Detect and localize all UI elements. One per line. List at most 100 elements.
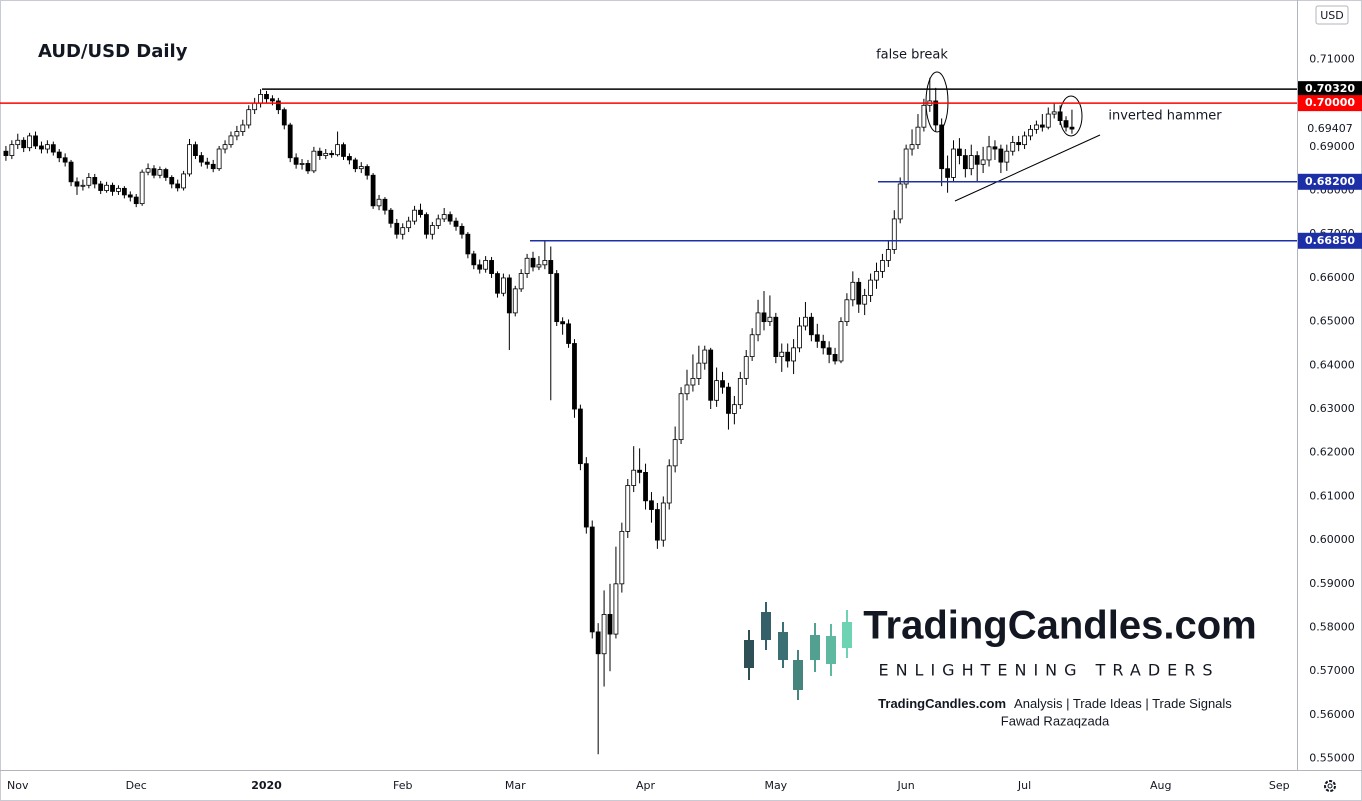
candle-body <box>1063 120 1069 128</box>
candle-body <box>27 135 33 149</box>
currency-label[interactable]: USD <box>1320 9 1344 22</box>
candle-body <box>945 168 950 178</box>
candle-body <box>465 233 471 255</box>
candle-body <box>9 144 15 156</box>
candle-body <box>714 380 720 401</box>
watermark-line: TradingCandles.com Analysis | Trade Ideas… <box>878 696 1232 711</box>
y-tick-label: 0.65000 <box>1309 315 1355 328</box>
candle-body <box>198 155 204 163</box>
candle-body <box>1028 128 1033 137</box>
y-tick-label: 0.56000 <box>1309 708 1355 721</box>
candle-body <box>441 214 447 220</box>
x-tick-label: May <box>764 779 787 792</box>
candle-body <box>643 472 648 502</box>
y-tick-label: 0.55000 <box>1309 752 1355 765</box>
candle-body <box>127 194 133 198</box>
candle-body <box>62 157 68 163</box>
candle-body <box>583 463 589 528</box>
candle-body <box>649 500 654 510</box>
candle-body <box>234 131 240 137</box>
candle-body <box>329 152 335 156</box>
candle-body <box>39 145 44 150</box>
candle-body <box>1045 113 1051 128</box>
candle-body <box>447 214 453 222</box>
candle-body <box>3 150 9 156</box>
candle-body <box>696 362 702 379</box>
x-tick-label: Jul <box>1017 779 1031 792</box>
candle-body <box>400 227 406 235</box>
candle-body <box>678 393 684 441</box>
candle-body <box>690 378 696 386</box>
x-tick-label: Nov <box>7 779 29 792</box>
level-price-box <box>1298 232 1362 249</box>
candle-body <box>110 184 115 192</box>
candle-body <box>163 169 169 178</box>
level-price-box <box>1298 173 1362 190</box>
candle-body <box>743 356 749 379</box>
candle-body <box>240 124 246 132</box>
candle-body <box>909 144 915 150</box>
candle-body <box>258 93 263 104</box>
candle-body <box>625 485 631 532</box>
candle-body <box>773 316 779 357</box>
candle-body <box>560 321 566 325</box>
x-tick-label: 2020 <box>251 779 282 792</box>
candle-body <box>1010 142 1016 152</box>
candle-body <box>962 155 968 170</box>
candle-body <box>726 386 731 414</box>
candle-body <box>897 183 903 220</box>
candle-body <box>370 174 376 207</box>
candle-body <box>832 354 838 362</box>
candle-body <box>429 225 435 235</box>
candle-body <box>933 100 939 126</box>
candle-body <box>506 277 512 314</box>
candle-body <box>915 126 921 146</box>
trend-line <box>954 134 1101 202</box>
x-tick-label: Dec <box>126 779 147 792</box>
settings-icon[interactable] <box>1324 780 1336 792</box>
y-tick-label: 0.71000 <box>1309 52 1355 65</box>
candle-body <box>708 349 714 401</box>
y-tick-label: 0.66000 <box>1309 271 1355 284</box>
currency-box[interactable] <box>1315 5 1349 25</box>
candle-body <box>530 257 536 268</box>
annotation-text: false break <box>876 48 948 63</box>
candle-body <box>98 183 104 191</box>
x-tick-label: Jun <box>897 779 915 792</box>
plot-area <box>3 77 1075 755</box>
candle-body <box>595 631 601 655</box>
annotation-ellipse <box>1059 95 1083 137</box>
chart-title: AUD/USD Daily <box>38 41 188 62</box>
candle-body <box>542 260 548 266</box>
y-tick-label: 0.64000 <box>1309 358 1355 371</box>
candle-body <box>74 181 80 187</box>
candle-body <box>80 184 86 187</box>
candle-body <box>720 380 725 388</box>
candle-body <box>986 146 992 161</box>
candle-body <box>755 312 761 336</box>
candle-body <box>406 220 412 229</box>
candle-body <box>785 351 791 362</box>
candle-body <box>660 502 666 541</box>
candle-body <box>874 270 879 281</box>
candle-body <box>483 260 489 270</box>
candle-body <box>175 183 181 189</box>
candle-body <box>566 323 571 344</box>
candle-body <box>216 148 222 170</box>
candle-body <box>145 168 151 173</box>
candle-body <box>495 273 500 294</box>
candle-body <box>157 169 163 176</box>
candle-body <box>169 177 175 185</box>
candle-body <box>459 225 465 235</box>
level-price-box <box>1298 81 1362 98</box>
candle-body <box>856 281 862 305</box>
candle-body <box>672 439 678 467</box>
candle-body <box>737 378 743 406</box>
y-tick-label: 0.62000 <box>1309 446 1355 459</box>
candle-body <box>275 100 281 111</box>
candle-body <box>814 334 820 342</box>
x-tick-label: Apr <box>636 779 656 792</box>
candle-body <box>885 249 891 261</box>
candle-body <box>850 281 856 301</box>
annotation-ellipse <box>925 71 949 133</box>
